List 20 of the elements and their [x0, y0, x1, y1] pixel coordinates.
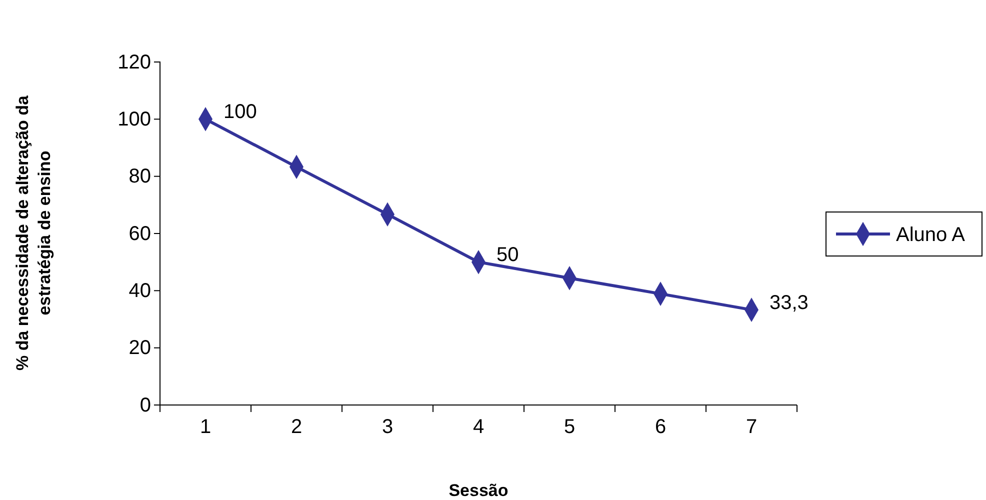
y-tick-label: 20 — [128, 337, 151, 360]
x-tick-label: 7 — [746, 416, 758, 438]
x-tick-label: 3 — [382, 416, 394, 438]
y-tick-label: 40 — [128, 280, 151, 302]
x-tick-label: 1 — [200, 416, 212, 438]
x-tick-label: 5 — [564, 416, 576, 438]
data-label: 50 — [496, 244, 519, 266]
data-label: 100 — [224, 101, 257, 124]
x-tick-label: 6 — [654, 416, 666, 438]
y-tick-label: 80 — [128, 166, 151, 188]
x-tick-label: 2 — [290, 416, 302, 438]
data-label: 33,3 — [770, 292, 808, 314]
y-tick-label: 120 — [118, 51, 151, 74]
y-tick-label: 60 — [128, 222, 151, 245]
legend-label: Aluno A — [896, 224, 966, 246]
x-tick-label: 4 — [472, 416, 484, 438]
y-axis-title: % da necessidade de alteração da estratégia de ensino — [13, 94, 54, 370]
x-axis-title: Sessão — [448, 481, 508, 500]
y-tick-label: 0 — [140, 394, 151, 416]
y-tick-label: 100 — [118, 108, 151, 131]
